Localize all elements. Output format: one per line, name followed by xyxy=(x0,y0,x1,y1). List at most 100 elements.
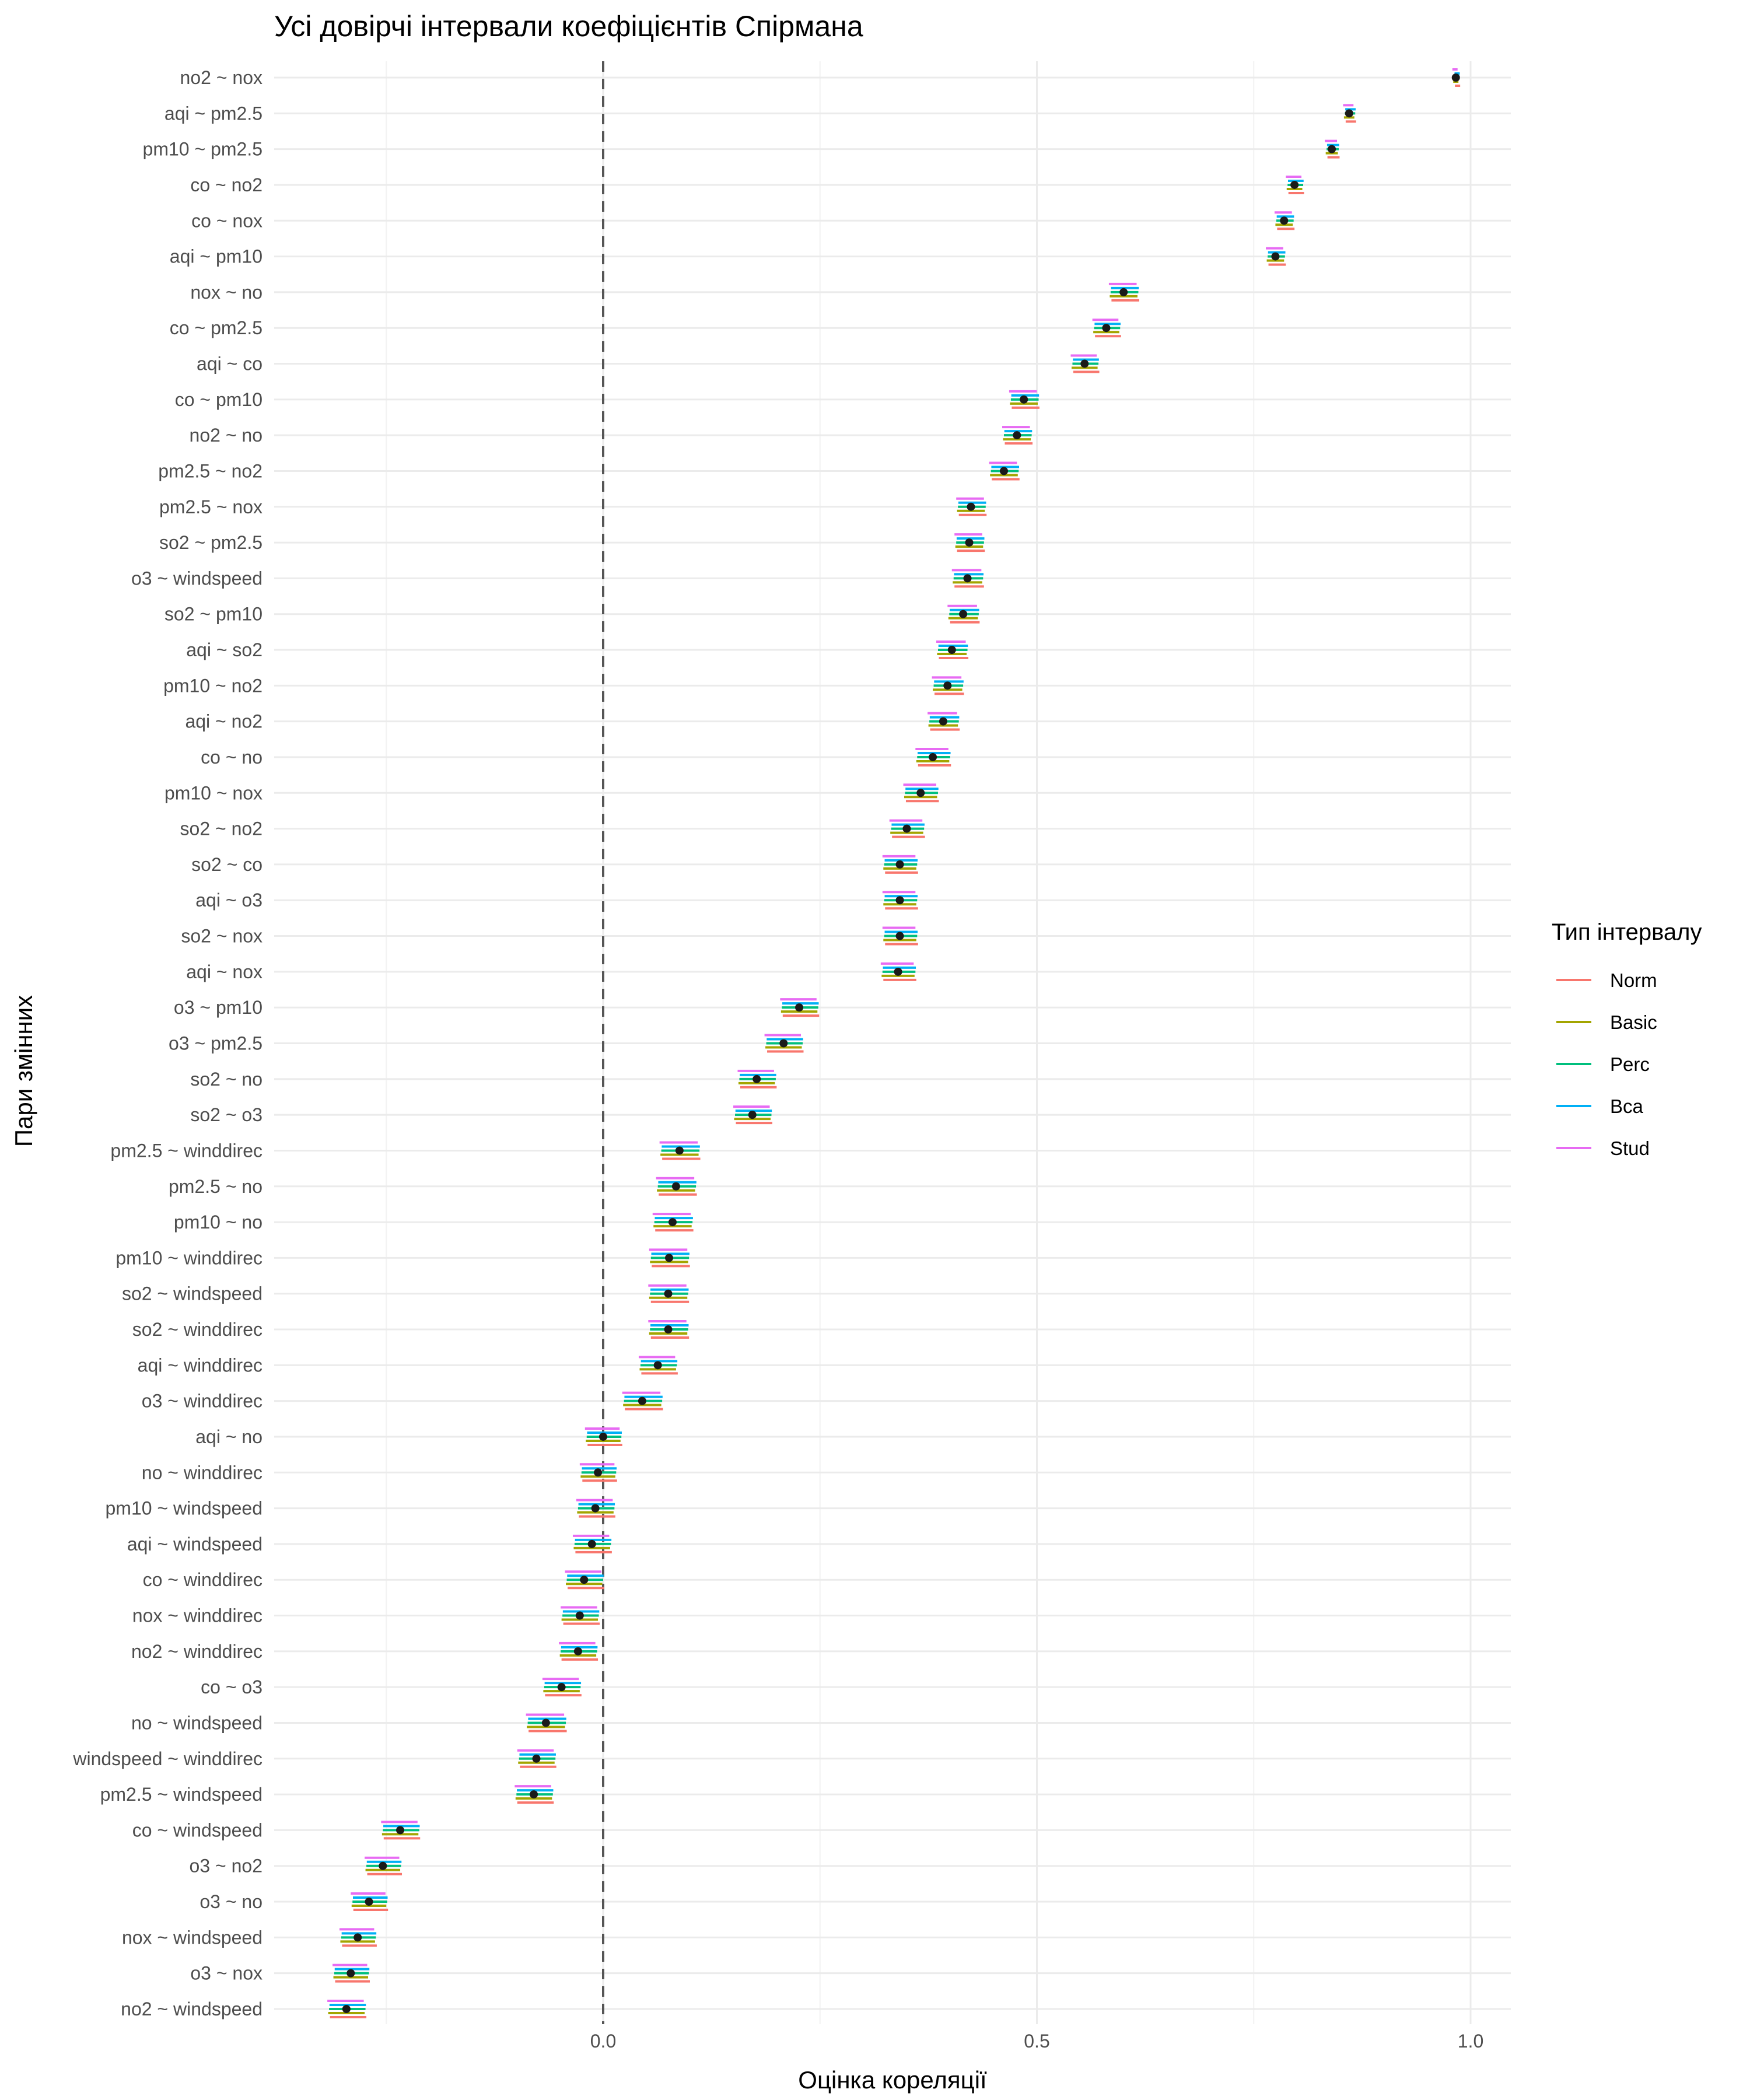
y-tick-label: so2 ~ pm10 xyxy=(164,604,262,625)
legend-item-bca: Bca xyxy=(1556,1096,1644,1117)
estimate-point xyxy=(999,467,1008,475)
estimate-point xyxy=(916,789,925,797)
y-tick-label: co ~ winddirec xyxy=(143,1569,262,1590)
interval-group xyxy=(659,1141,701,1160)
estimate-point xyxy=(748,1111,757,1119)
legend-item-norm: Norm xyxy=(1556,970,1657,991)
estimate-point xyxy=(599,1432,607,1441)
y-tick-label: pm2.5 ~ no xyxy=(169,1176,262,1197)
estimate-point xyxy=(1020,395,1028,404)
estimate-point xyxy=(963,574,972,583)
y-tick-label: o3 ~ winddirec xyxy=(142,1391,262,1412)
interval-group xyxy=(737,1069,777,1088)
y-tick-label: pm10 ~ winddirec xyxy=(116,1247,262,1268)
y-tick-label: aqi ~ no xyxy=(195,1426,262,1447)
estimate-point xyxy=(1328,145,1336,153)
interval-group xyxy=(365,1856,402,1875)
y-tick-label: so2 ~ o3 xyxy=(190,1104,262,1125)
estimate-point xyxy=(541,1718,550,1727)
interval-group xyxy=(928,712,960,731)
estimate-point xyxy=(943,681,952,690)
y-axis-title: Пари змінних xyxy=(10,995,37,1147)
estimate-point xyxy=(1280,216,1289,225)
y-tick-label: pm10 ~ pm2.5 xyxy=(143,139,262,160)
interval-group xyxy=(351,1892,388,1912)
x-tick-label: 0.0 xyxy=(590,2031,616,2052)
interval-group xyxy=(327,2000,367,2018)
intervals-layer xyxy=(327,68,1461,2018)
interval-group xyxy=(1108,282,1139,302)
estimate-point xyxy=(779,1039,788,1048)
legend-title: Тип інтервалу xyxy=(1552,919,1702,945)
y-tick-label: pm2.5 ~ nox xyxy=(159,496,262,517)
estimate-point xyxy=(342,2005,351,2013)
y-tick-label: co ~ pm10 xyxy=(175,389,262,410)
interval-group xyxy=(1451,68,1461,87)
y-tick-labels: no2 ~ nox aqi ~ pm2.5 pm10 ~ pm2.5 co ~ no2… xyxy=(72,67,262,2020)
estimate-point xyxy=(752,1074,761,1083)
interval-group xyxy=(1002,426,1033,445)
interval-group xyxy=(1266,247,1286,266)
estimate-point xyxy=(939,717,947,726)
interval-group xyxy=(882,891,918,910)
estimate-point xyxy=(594,1468,603,1477)
estimate-point xyxy=(557,1683,566,1692)
interval-group xyxy=(780,998,820,1017)
interval-group xyxy=(332,1964,370,1983)
y-tick-label: no ~ windspeed xyxy=(131,1712,262,1733)
interval-group xyxy=(903,783,939,803)
interval-group xyxy=(936,640,969,660)
interval-group xyxy=(733,1105,772,1125)
y-tick-label: so2 ~ no xyxy=(190,1069,262,1090)
legend-label: Stud xyxy=(1610,1138,1650,1159)
estimate-point xyxy=(575,1611,584,1620)
y-tick-label: so2 ~ winddirec xyxy=(132,1319,262,1340)
interval-group xyxy=(648,1320,690,1339)
interval-group xyxy=(649,1248,690,1268)
interval-group xyxy=(517,1749,556,1768)
y-tick-label: aqi ~ o3 xyxy=(195,890,262,911)
interval-group xyxy=(954,533,985,552)
y-tick-label: pm10 ~ nox xyxy=(164,782,262,803)
interval-group xyxy=(656,1177,697,1196)
estimate-point xyxy=(1013,431,1021,440)
estimate-point xyxy=(671,1182,680,1191)
interval-group xyxy=(559,1642,598,1661)
interval-group xyxy=(576,1499,615,1518)
estimate-point xyxy=(895,896,904,905)
x-axis-title: Оцінка кореляції xyxy=(798,2066,987,2094)
interval-group xyxy=(561,1606,600,1625)
interval-group xyxy=(1009,390,1040,409)
y-tick-label: so2 ~ nox xyxy=(181,926,262,947)
estimate-point xyxy=(1271,252,1280,261)
estimate-point xyxy=(580,1576,589,1584)
y-tick-label: o3 ~ pm2.5 xyxy=(169,1033,262,1054)
estimate-point xyxy=(1102,324,1111,332)
interval-group xyxy=(932,676,964,695)
interval-group xyxy=(880,962,916,981)
grid-lines xyxy=(274,61,1511,2024)
estimate-point xyxy=(1119,288,1128,296)
estimate-point xyxy=(668,1218,677,1227)
interval-group xyxy=(1070,354,1100,373)
interval-group xyxy=(381,1821,421,1840)
y-tick-label: no2 ~ no xyxy=(190,425,262,446)
legend-label: Norm xyxy=(1610,970,1657,991)
interval-group xyxy=(542,1678,582,1697)
y-tick-label: o3 ~ no xyxy=(200,1891,262,1912)
y-tick-label: o3 ~ nox xyxy=(190,1963,262,1984)
y-tick-label: windspeed ~ winddirec xyxy=(72,1748,262,1769)
estimate-point xyxy=(965,538,974,547)
interval-group xyxy=(514,1785,554,1804)
estimate-point xyxy=(1080,359,1089,368)
estimate-point xyxy=(591,1504,600,1513)
estimate-point xyxy=(959,610,968,618)
y-tick-label: aqi ~ pm2.5 xyxy=(164,103,262,124)
legend-item-perc: Perc xyxy=(1556,1054,1650,1075)
estimate-point xyxy=(895,860,904,869)
y-tick-label: o3 ~ windspeed xyxy=(131,568,262,589)
y-tick-label: so2 ~ pm2.5 xyxy=(159,532,262,553)
legend-item-stud: Stud xyxy=(1556,1138,1650,1159)
y-tick-label: no ~ winddirec xyxy=(142,1462,262,1483)
